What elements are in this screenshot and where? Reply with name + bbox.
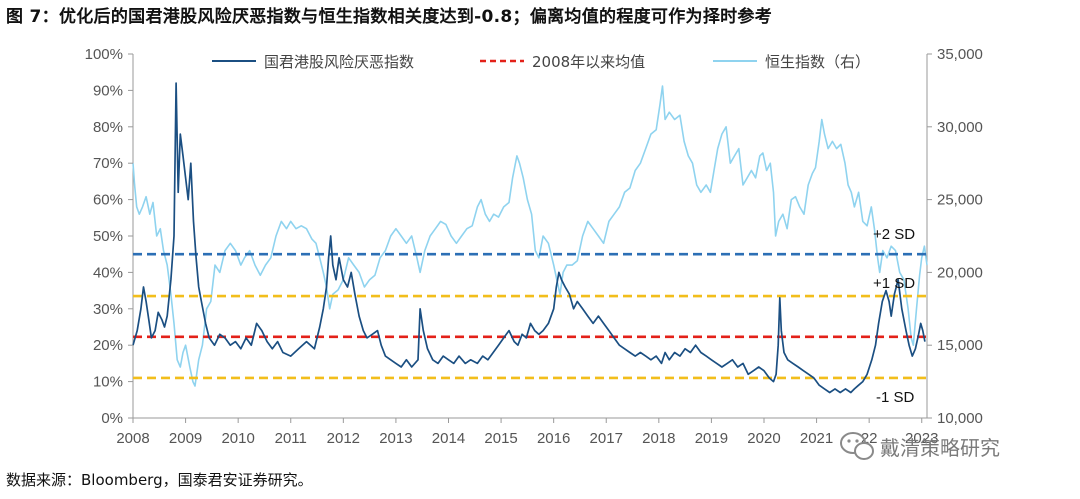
y-left-tick-label: 80% xyxy=(93,119,123,136)
y-left-tick-label: 40% xyxy=(93,264,123,281)
y-right-tick-label: 20,000 xyxy=(937,264,983,281)
source-note: 数据来源：Bloomberg，国泰君安证券研究。 xyxy=(6,471,313,489)
x-tick-label: 2017 xyxy=(590,430,623,447)
watermark: 戴清策略研究 xyxy=(840,432,1000,460)
y-right-tick-label: 35,000 xyxy=(937,46,983,63)
x-tick-label: 2012 xyxy=(327,430,360,447)
x-tick-label: 2013 xyxy=(379,430,412,447)
x-tick-label: 2008 xyxy=(116,430,149,447)
watermark-text: 戴清策略研究 xyxy=(880,436,1000,460)
y-left-tick-label: 90% xyxy=(93,82,123,99)
y-left-tick-label: 30% xyxy=(93,301,123,318)
x-tick-label: 2009 xyxy=(169,430,202,447)
sd-label: +2 SD xyxy=(873,226,915,243)
x-tick-label: 2014 xyxy=(432,430,465,447)
x-tick-label: 2010 xyxy=(221,430,254,447)
x-tick-label: 2015 xyxy=(484,430,517,447)
x-tick-label: 2021 xyxy=(800,430,833,447)
x-tick-label: 2018 xyxy=(642,430,675,447)
y-left-tick-label: 100% xyxy=(85,46,123,63)
y-left-tick-label: 10% xyxy=(93,374,123,391)
y-left-tick-label: 50% xyxy=(93,228,123,245)
axis-ticks: 0% 10% 20% 30% 40% 50% 60% 70% 80% 90% 100% 10,000 1… xyxy=(85,46,983,447)
y-right-tick-label: 30,000 xyxy=(937,119,983,136)
y-right-tick-label: 15,000 xyxy=(937,337,983,354)
y-left-tick-label: 60% xyxy=(93,192,123,209)
reference-lines xyxy=(133,252,927,380)
legend-label: 国君港股风险厌恶指数 xyxy=(264,53,414,71)
sd-label: -1 SD xyxy=(876,389,915,406)
risk-index-line xyxy=(132,82,926,394)
sd-label: +1 SD xyxy=(873,275,915,292)
legend: 国君港股风险厌恶指数 2008年以来均值 恒生指数（右） xyxy=(212,53,870,71)
figure-title: 图 7：优化后的国君港股风险厌恶指数与恒生指数相关度达到-0.8；偏离均值的程度… xyxy=(6,7,773,27)
sd-labels: +2 SD +1 SD -1 SD xyxy=(873,226,915,406)
legend-label: 2008年以来均值 xyxy=(532,53,645,71)
x-tick-label: 2023 xyxy=(905,430,938,447)
x-tick-label: 2016 xyxy=(537,430,570,447)
axes-frame xyxy=(132,54,928,419)
y-right-tick-label: 25,000 xyxy=(937,192,983,209)
wechat-icon xyxy=(840,432,874,460)
y-right-tick-label: 10,000 xyxy=(937,410,983,427)
y-left-tick-label: 0% xyxy=(101,410,123,427)
legend-label: 恒生指数（右） xyxy=(765,53,870,71)
y-left-tick-label: 70% xyxy=(93,155,123,172)
x-tick-label: 2019 xyxy=(695,430,728,447)
x-tick-label: 2020 xyxy=(747,430,780,447)
risk-index-series xyxy=(132,82,926,394)
x-tick-label: 2011 xyxy=(275,430,307,447)
y-left-tick-label: 20% xyxy=(93,337,123,354)
